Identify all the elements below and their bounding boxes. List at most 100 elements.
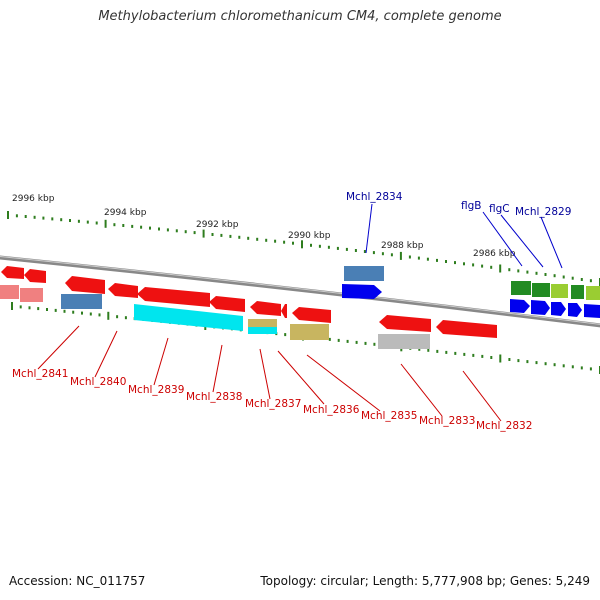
gene-arrow[interactable] [24, 269, 46, 283]
gene-arrow[interactable] [65, 276, 105, 294]
minor-tick [184, 230, 187, 234]
minor-tick [72, 310, 75, 314]
gene-label[interactable]: Mchl_2829 [515, 206, 571, 218]
major-tick [202, 229, 205, 238]
minor-tick [472, 353, 475, 357]
gene-label[interactable]: flgB [461, 200, 481, 212]
minor-tick [122, 224, 125, 227]
minor-tick [69, 219, 71, 222]
gene-label[interactable]: Mchl_2841 [12, 368, 68, 380]
gene-arrow[interactable] [250, 301, 281, 316]
gene-label[interactable]: flgC [489, 203, 510, 215]
minor-tick [445, 350, 448, 354]
minor-tick [336, 246, 339, 250]
major-tick [399, 251, 402, 260]
gene-arrow[interactable] [108, 283, 138, 298]
gene-box[interactable] [586, 286, 600, 300]
gene-box[interactable] [532, 283, 550, 297]
minor-tick [113, 223, 116, 227]
gene-box[interactable] [20, 288, 43, 302]
minor-tick [364, 341, 367, 345]
minor-tick [140, 225, 143, 229]
gene-box[interactable] [134, 304, 243, 331]
minor-tick [19, 305, 22, 309]
minor-tick [274, 239, 277, 243]
minor-tick [535, 271, 538, 275]
gene-label[interactable]: Mchl_2834 [346, 191, 403, 203]
gene-label[interactable]: Mchl_2836 [303, 404, 360, 416]
minor-tick [33, 215, 36, 219]
gene-label[interactable]: Mchl_2832 [476, 420, 532, 432]
minor-tick [517, 269, 520, 273]
gene-arrow[interactable] [342, 284, 382, 299]
minor-tick [463, 352, 466, 356]
minor-tick [562, 364, 565, 368]
gene-label[interactable]: Mchl_2839 [128, 384, 184, 396]
minor-tick [463, 262, 465, 266]
gene-arrow[interactable] [1, 266, 24, 279]
gene-arrows-reverse-upper [1, 266, 497, 338]
minor-tick [247, 236, 250, 240]
gene-arrow[interactable] [510, 299, 530, 313]
minor-tick [408, 255, 411, 259]
gene-box[interactable] [378, 334, 430, 349]
gene-box[interactable] [571, 285, 584, 299]
gene-box[interactable] [248, 327, 277, 334]
minor-tick [454, 351, 457, 355]
gene-arrow[interactable] [551, 302, 566, 316]
accession-text: Accession: NC_011757 [9, 574, 146, 588]
major-tick [7, 211, 9, 219]
minor-tick [284, 333, 287, 337]
minor-tick [426, 257, 429, 261]
minor-tick [37, 307, 40, 311]
gene-box[interactable] [290, 324, 329, 340]
minor-tick [580, 278, 583, 281]
minor-tick [229, 234, 232, 238]
outer-tick-ring [7, 211, 600, 286]
minor-tick [345, 247, 348, 251]
kbp-label: 2994 kbp [104, 208, 147, 218]
minor-tick [77, 219, 80, 223]
map-title: Methylobacterium chloromethanicum CM4, c… [98, 9, 502, 24]
gene-arrow[interactable] [379, 315, 431, 332]
gene-label[interactable]: Mchl_2833 [419, 415, 475, 427]
gene-label[interactable]: Mchl_2840 [70, 376, 126, 388]
minor-tick [553, 274, 556, 278]
minor-tick [89, 312, 92, 316]
gene-box[interactable] [61, 294, 102, 309]
gene-arrow[interactable] [292, 307, 331, 323]
gene-label[interactable]: Mchl_2835 [361, 410, 417, 422]
minor-tick [553, 363, 556, 367]
gene-arrow[interactable] [281, 304, 287, 318]
gene-arrow[interactable] [531, 300, 550, 315]
minor-tick [54, 308, 57, 312]
minor-tick [149, 226, 151, 230]
minor-tick [589, 367, 592, 371]
gene-box[interactable] [344, 266, 384, 281]
major-tick [107, 311, 110, 320]
gene-label[interactable]: Mchl_2838 [186, 391, 242, 403]
minor-tick [265, 238, 268, 242]
gene-arrow[interactable] [436, 320, 497, 338]
minor-tick [472, 263, 475, 267]
minor-tick [193, 231, 196, 235]
gene-arrow[interactable] [568, 303, 582, 317]
minor-tick [63, 309, 66, 313]
minor-tick [328, 337, 331, 341]
minor-tick [526, 360, 529, 364]
gene-box[interactable] [551, 284, 568, 298]
gene-arrow[interactable] [584, 304, 600, 318]
gene-box[interactable] [0, 285, 19, 299]
gene-box[interactable] [248, 319, 277, 327]
minor-tick [490, 265, 493, 269]
minor-tick [381, 252, 384, 256]
gene-label[interactable]: Mchl_2837 [245, 398, 301, 410]
gene-box[interactable] [511, 281, 531, 295]
gene-arrow[interactable] [209, 296, 245, 312]
minor-tick [417, 256, 420, 260]
minor-tick [337, 338, 340, 342]
minor-tick [60, 218, 63, 222]
minor-tick [363, 250, 366, 253]
minor-tick [292, 241, 294, 245]
gene-arrow[interactable] [137, 287, 210, 307]
